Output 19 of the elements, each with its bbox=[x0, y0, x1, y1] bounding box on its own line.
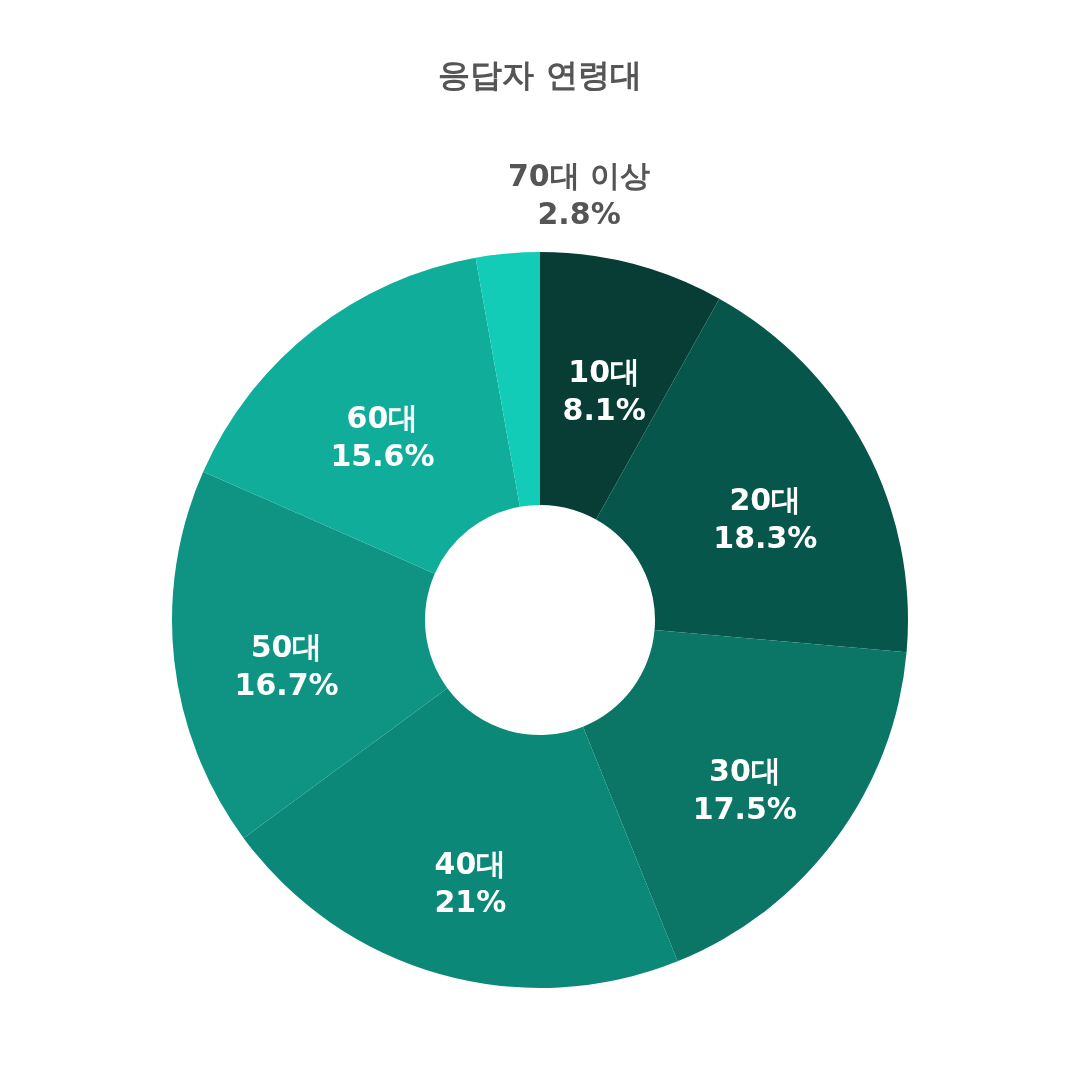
slice-label: 10대 bbox=[568, 354, 641, 390]
donut-slice bbox=[583, 630, 907, 962]
data-label: 18.3% bbox=[713, 519, 818, 555]
slice-label: 50대 bbox=[250, 628, 323, 664]
chart-title: 응답자 연령대 bbox=[438, 56, 642, 94]
donut-slice bbox=[540, 252, 720, 520]
slice-label: 70대 이상 bbox=[507, 157, 651, 193]
data-label: 17.5% bbox=[692, 790, 797, 826]
data-label: 16.7% bbox=[234, 666, 339, 702]
donut-slice bbox=[475, 252, 540, 507]
slice-label: 40대 bbox=[434, 846, 507, 882]
data-label: 2.8% bbox=[537, 195, 621, 231]
slice-label: 20대 bbox=[729, 481, 802, 517]
data-label: 8.1% bbox=[562, 392, 646, 428]
data-label: 21% bbox=[434, 884, 507, 920]
slice-label: 60대 bbox=[346, 400, 419, 436]
data-label: 15.6% bbox=[330, 438, 435, 474]
donut-slice bbox=[203, 257, 520, 574]
slice-label: 30대 bbox=[709, 752, 781, 788]
